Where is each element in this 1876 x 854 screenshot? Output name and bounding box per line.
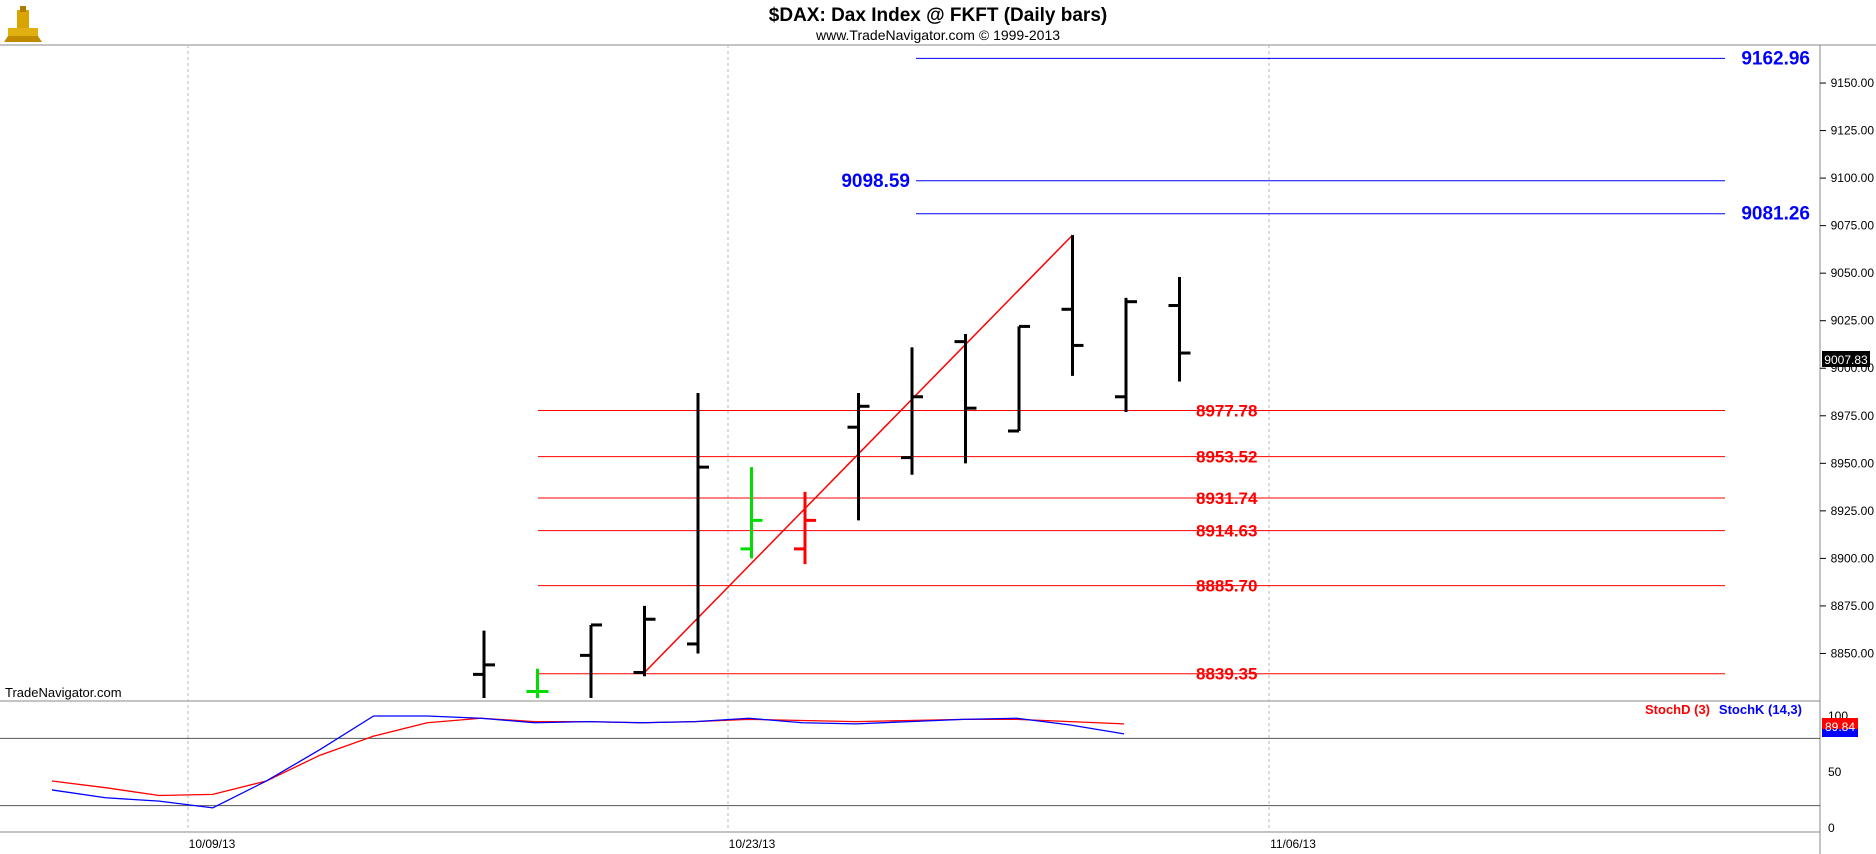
legend-stochd: StochD (3) bbox=[1645, 702, 1710, 717]
last-price-tag-bg bbox=[1822, 351, 1870, 367]
stoch-series-line bbox=[51, 715, 1125, 809]
last-price-tag: 9007.83 bbox=[1824, 353, 1868, 367]
fib-level-label: 8953.52 bbox=[1196, 448, 1257, 467]
price-tick-label: 8975.00 bbox=[1831, 409, 1875, 423]
fib-level-label: 8931.74 bbox=[1196, 489, 1258, 508]
date-tick-label: 10/23/13 bbox=[729, 837, 776, 851]
chart-title: $DAX: Dax Index @ FKFT (Daily bars) bbox=[769, 5, 1107, 26]
date-axis: 10/09/13 10/23/13 11/06/13 bbox=[189, 837, 1317, 851]
ohlc-bar bbox=[1115, 297, 1137, 412]
legend-stochk: StochK (14,3) bbox=[1719, 702, 1802, 717]
watermark: TradeNavigator.com bbox=[5, 685, 122, 700]
price-tick-label: 9150.00 bbox=[1831, 76, 1875, 90]
stoch-value-tag: 89.84 bbox=[1825, 720, 1855, 734]
price-tick-label: 9125.00 bbox=[1831, 124, 1875, 138]
chart-subtitle: www.TradeNavigator.com © 1999-2013 bbox=[815, 27, 1060, 43]
ohlc-bar bbox=[687, 392, 709, 654]
fib-level-label: 8885.70 bbox=[1196, 577, 1257, 596]
ohlc-bar bbox=[847, 392, 870, 521]
target-level-label: 9162.96 bbox=[1741, 48, 1810, 69]
stoch-tick-label: 50 bbox=[1828, 765, 1842, 779]
price-tick-label: 9075.00 bbox=[1831, 219, 1875, 233]
ohlc-bar bbox=[473, 630, 495, 698]
ohlc-bar bbox=[740, 467, 763, 559]
ohlc-bar bbox=[794, 491, 816, 565]
ohlc-bars bbox=[473, 235, 1191, 698]
price-tick-label: 8875.00 bbox=[1831, 599, 1875, 613]
fibonacci-levels: 8977.78 8953.52 8931.74 8914.63 8885.70 8839.… bbox=[538, 401, 1725, 684]
trade-navigator-logo-icon bbox=[4, 6, 42, 42]
price-tick-label: 8950.00 bbox=[1831, 456, 1875, 470]
fib-level-label: 8914.63 bbox=[1196, 522, 1257, 541]
price-tick-label: 8900.00 bbox=[1831, 551, 1875, 565]
price-tick-label: 9025.00 bbox=[1831, 314, 1875, 328]
date-tick-label: 11/06/13 bbox=[1270, 837, 1316, 851]
target-levels: 9162.96 9098.59 9081.26 bbox=[841, 48, 1810, 224]
price-axis: 8850.00 8875.00 8900.00 8925.00 8950.00 8975.… bbox=[1820, 76, 1874, 660]
ohlc-bar bbox=[901, 347, 923, 475]
fib-level-label: 8977.78 bbox=[1196, 401, 1257, 420]
ohlc-bar bbox=[954, 334, 977, 464]
target-level-label: 9081.26 bbox=[1741, 204, 1810, 225]
target-level-label: 9098.59 bbox=[841, 171, 910, 192]
price-tick-label: 9100.00 bbox=[1831, 171, 1875, 185]
price-tick-label: 9050.00 bbox=[1831, 266, 1875, 280]
stochastic-series bbox=[51, 715, 1125, 809]
fib-level-label: 8839.35 bbox=[1196, 665, 1257, 684]
stoch-value-tag-bg-blue bbox=[1822, 729, 1858, 737]
ohlc-bar bbox=[633, 605, 656, 677]
vertical-grid bbox=[187, 45, 1270, 832]
date-tick-label: 10/09/13 bbox=[189, 837, 236, 851]
stoch-tick-label: 0 bbox=[1828, 821, 1835, 835]
ohlc-bar bbox=[526, 668, 549, 698]
ohlc-bar bbox=[1168, 276, 1191, 382]
ohlc-bar bbox=[1061, 235, 1084, 376]
stoch-series-line bbox=[51, 717, 1125, 797]
ohlc-bar bbox=[1008, 324, 1030, 433]
price-tick-label: 8850.00 bbox=[1831, 646, 1875, 660]
price-tick-label: 8925.00 bbox=[1831, 504, 1875, 518]
stochastic-reference-lines bbox=[0, 737, 1820, 807]
ohlc-bar bbox=[580, 623, 602, 698]
